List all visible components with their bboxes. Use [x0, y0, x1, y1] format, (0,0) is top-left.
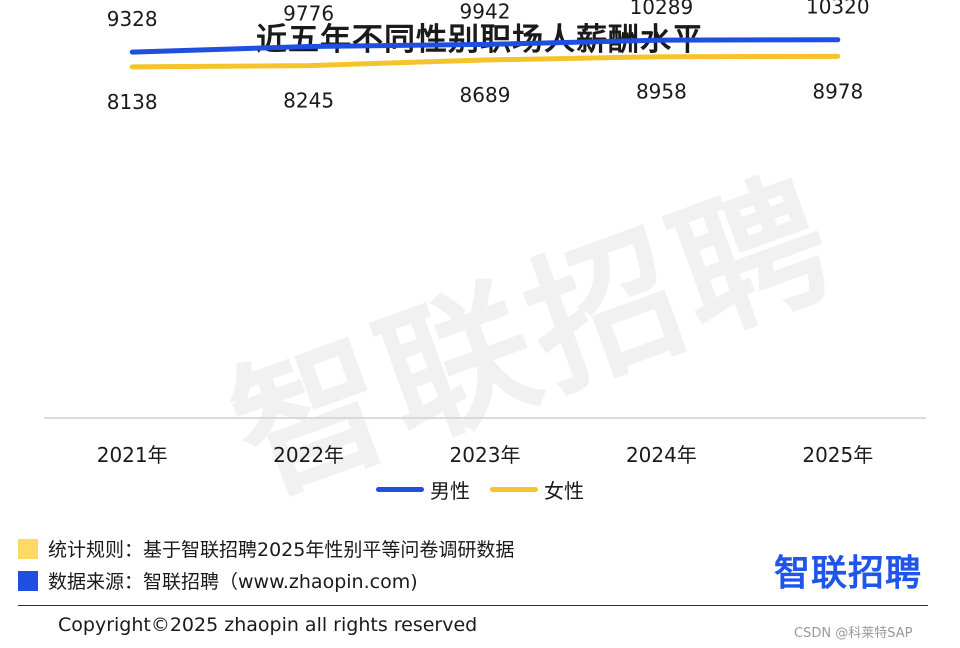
- x-tick-label: 2023年: [450, 443, 521, 467]
- legend: 男性 女性: [0, 474, 960, 504]
- data-label: 8958: [636, 80, 687, 104]
- legend-item-male: 男性: [376, 475, 470, 504]
- zhaopin-logo: 智联招聘: [774, 553, 923, 594]
- x-tick-label: 2025年: [802, 443, 873, 467]
- x-tick-label: 2024年: [626, 443, 697, 467]
- legend-item-female: 女性: [490, 475, 584, 504]
- data-label: 10289: [630, 0, 694, 19]
- data-label: 9942: [460, 0, 511, 23]
- series-line-1: [129, 53, 841, 70]
- data-label: 10320: [806, 0, 870, 19]
- data-label: 8245: [283, 89, 334, 113]
- x-tick-label: 2022年: [273, 443, 344, 467]
- copyright-text: Copyright©2025 zhaopin all rights reserv…: [58, 614, 478, 636]
- footer-divider: [18, 605, 928, 606]
- data-label: 8138: [107, 90, 158, 114]
- note-source-text: 数据来源：智联招聘（www.zhaopin.com): [48, 571, 418, 593]
- legend-swatch-male: [376, 486, 424, 492]
- note-source-marker: [18, 570, 38, 591]
- x-tick-label: 2021年: [97, 443, 168, 467]
- legend-label-female: 女性: [544, 478, 584, 503]
- csdn-credit: CSDN @科莱特SAP: [794, 626, 913, 641]
- series-line-0: [129, 37, 841, 55]
- legend-label-male: 男性: [430, 478, 470, 503]
- data-label: 8689: [460, 83, 511, 107]
- data-label: 8978: [812, 79, 863, 103]
- note-rule: 统计规则：基于智联招聘2025年性别平等问卷调研数据: [18, 535, 514, 562]
- legend-swatch-female: [490, 486, 538, 492]
- note-source: 数据来源：智联招聘（www.zhaopin.com): [18, 567, 418, 594]
- note-rule-text: 统计规则：基于智联招聘2025年性别平等问卷调研数据: [48, 539, 515, 561]
- data-label: 9776: [283, 1, 334, 25]
- line-chart: 9328 9776 9942 10289 10320 8138 8245 8689 8958 89…: [44, 0, 926, 467]
- data-label: 9328: [107, 7, 158, 31]
- note-rule-marker: [18, 538, 38, 559]
